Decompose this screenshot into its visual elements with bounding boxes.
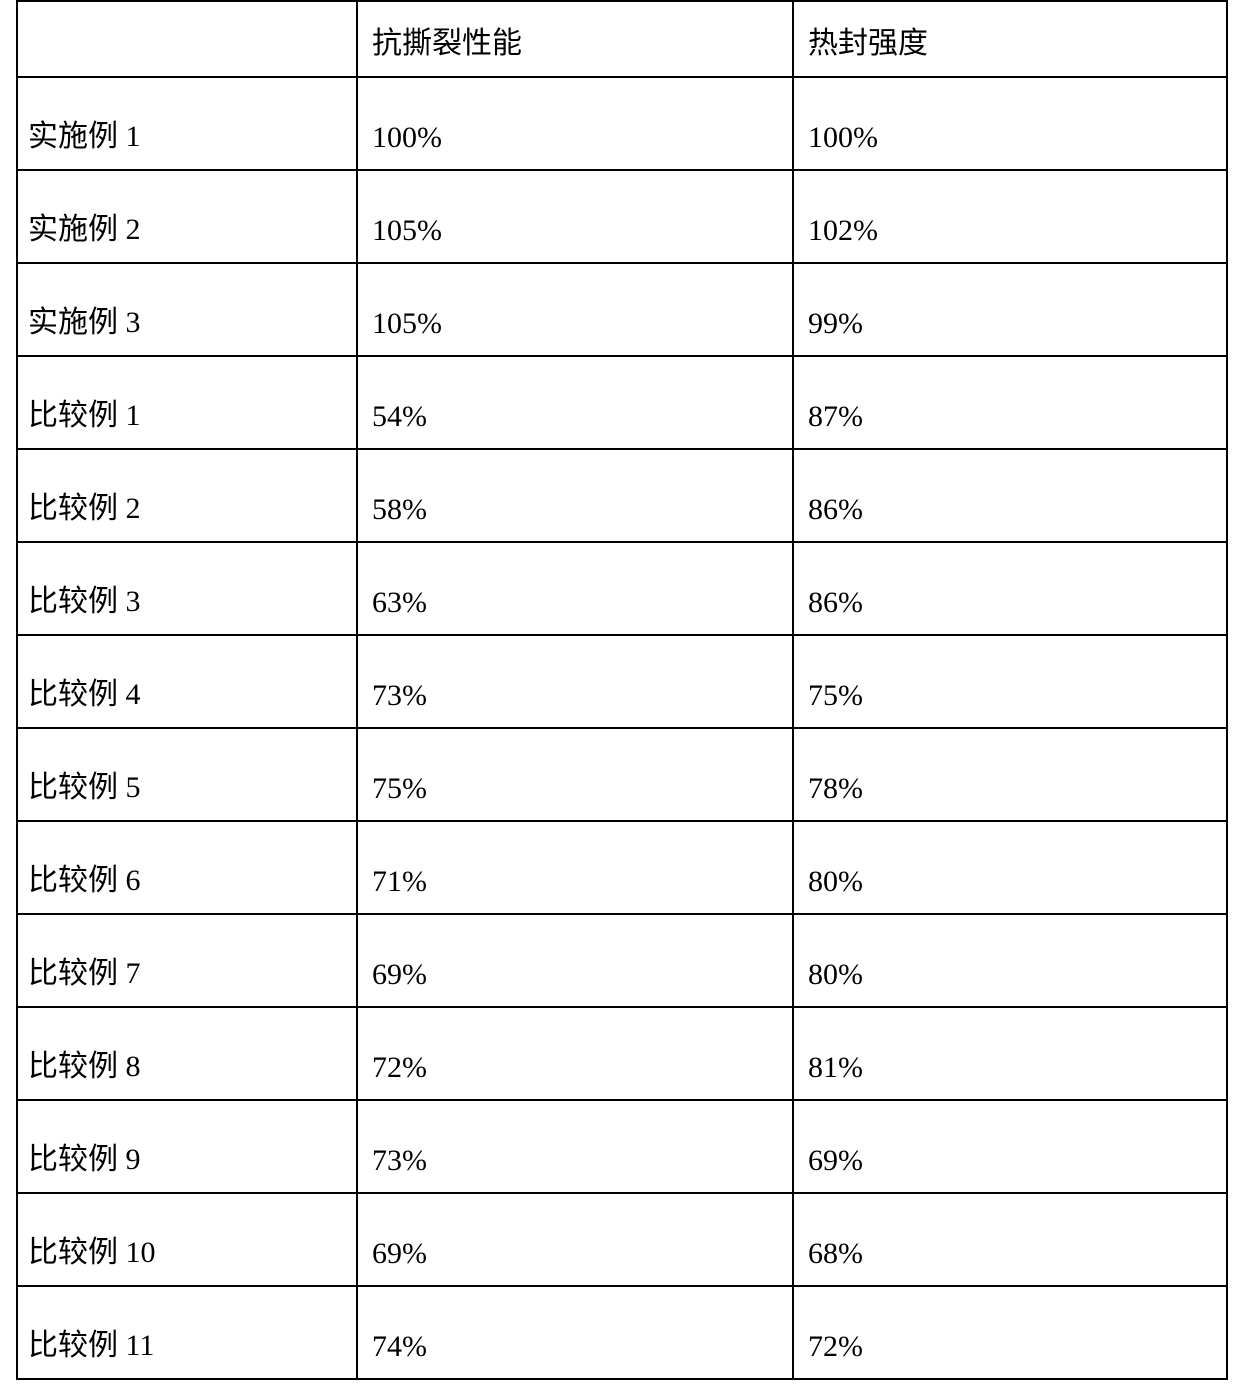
body-cell: 比较例 8 (17, 1007, 357, 1100)
body-cell: 87% (793, 356, 1227, 449)
header-cell (17, 1, 357, 77)
header-cell: 抗撕裂性能 (357, 1, 793, 77)
body-cell: 105% (357, 263, 793, 356)
table-row: 比较例 575%78% (17, 728, 1227, 821)
table-row: 比较例 154%87% (17, 356, 1227, 449)
table-row: 实施例 3105%99% (17, 263, 1227, 356)
body-cell: 比较例 4 (17, 635, 357, 728)
body-cell: 99% (793, 263, 1227, 356)
body-cell: 72% (357, 1007, 793, 1100)
body-cell: 69% (357, 914, 793, 1007)
table-row: 比较例 872%81% (17, 1007, 1227, 1100)
body-cell: 78% (793, 728, 1227, 821)
header-cell: 热封强度 (793, 1, 1227, 77)
body-cell: 实施例 1 (17, 77, 357, 170)
body-cell: 比较例 7 (17, 914, 357, 1007)
body-cell: 81% (793, 1007, 1227, 1100)
body-cell: 75% (357, 728, 793, 821)
body-cell: 105% (357, 170, 793, 263)
body-cell: 86% (793, 542, 1227, 635)
body-cell: 75% (793, 635, 1227, 728)
body-cell: 72% (793, 1286, 1227, 1379)
body-cell: 86% (793, 449, 1227, 542)
table-row: 比较例 769%80% (17, 914, 1227, 1007)
table-body: 抗撕裂性能热封强度实施例 1100%100%实施例 2105%102%实施例 3… (17, 1, 1227, 1379)
body-cell: 68% (793, 1193, 1227, 1286)
body-cell: 69% (793, 1100, 1227, 1193)
body-cell: 比较例 10 (17, 1193, 357, 1286)
body-cell: 比较例 5 (17, 728, 357, 821)
body-cell: 80% (793, 821, 1227, 914)
body-cell: 54% (357, 356, 793, 449)
table-header-row: 抗撕裂性能热封强度 (17, 1, 1227, 77)
body-cell: 实施例 2 (17, 170, 357, 263)
body-cell: 102% (793, 170, 1227, 263)
table-row: 比较例 1069%68% (17, 1193, 1227, 1286)
table-row: 比较例 973%69% (17, 1100, 1227, 1193)
body-cell: 58% (357, 449, 793, 542)
body-cell: 100% (357, 77, 793, 170)
body-cell: 73% (357, 635, 793, 728)
table-row: 实施例 1100%100% (17, 77, 1227, 170)
body-cell: 比较例 11 (17, 1286, 357, 1379)
body-cell: 比较例 9 (17, 1100, 357, 1193)
body-cell: 74% (357, 1286, 793, 1379)
body-cell: 比较例 6 (17, 821, 357, 914)
results-table: 抗撕裂性能热封强度实施例 1100%100%实施例 2105%102%实施例 3… (16, 0, 1228, 1380)
body-cell: 71% (357, 821, 793, 914)
body-cell: 73% (357, 1100, 793, 1193)
table-row: 比较例 363%86% (17, 542, 1227, 635)
table-row: 比较例 258%86% (17, 449, 1227, 542)
table-row: 比较例 1174%72% (17, 1286, 1227, 1379)
body-cell: 比较例 3 (17, 542, 357, 635)
body-cell: 100% (793, 77, 1227, 170)
table-row: 比较例 671%80% (17, 821, 1227, 914)
body-cell: 比较例 1 (17, 356, 357, 449)
table-row: 实施例 2105%102% (17, 170, 1227, 263)
body-cell: 比较例 2 (17, 449, 357, 542)
body-cell: 69% (357, 1193, 793, 1286)
body-cell: 63% (357, 542, 793, 635)
body-cell: 实施例 3 (17, 263, 357, 356)
table-row: 比较例 473%75% (17, 635, 1227, 728)
body-cell: 80% (793, 914, 1227, 1007)
